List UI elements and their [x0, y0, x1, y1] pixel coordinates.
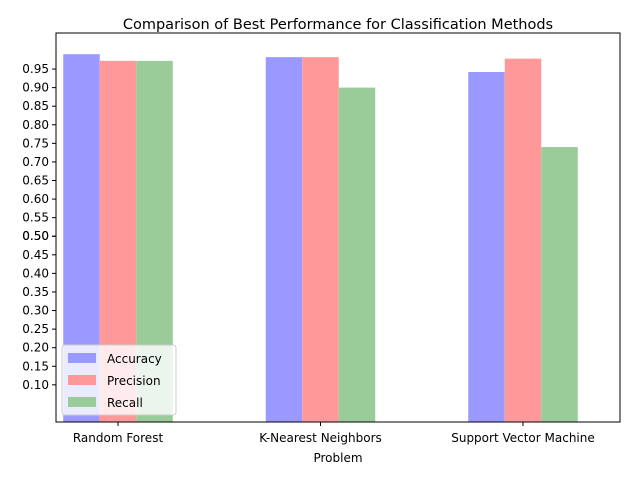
x-axis-label: Problem	[313, 451, 362, 465]
x-axis: Random Forest K-Nearest Neighbors Support …	[73, 422, 595, 445]
bar-recall-1	[338, 87, 376, 423]
y-tick-label: 0.40	[22, 266, 49, 280]
legend-label-precision: Precision	[107, 374, 161, 388]
y-tick-label: 0.20	[22, 341, 49, 355]
plot-frame	[55, 32, 621, 423]
bar-accuracy-2	[468, 72, 505, 422]
legend-swatch-precision	[68, 375, 96, 385]
y-tick-label: 0.85	[22, 99, 49, 113]
x-tick-label: Random Forest	[73, 431, 164, 445]
bar-accuracy-1	[265, 57, 303, 422]
y-tick-label: 0.50	[22, 229, 49, 243]
y-tick-label: 0.45	[22, 248, 49, 262]
bar-precision-1	[302, 57, 339, 422]
y-tick-label: 0.25	[22, 322, 49, 336]
y-tick-label: 0.70	[22, 155, 49, 169]
y-tick-label: 0.55	[22, 211, 49, 225]
y-tick-label: 0.15	[22, 359, 49, 373]
y-tick-label: 0.95	[22, 62, 49, 76]
legend-swatch-recall	[68, 397, 96, 407]
bar-precision-2	[504, 58, 542, 422]
y-tick-label: 0.75	[22, 136, 49, 150]
y-tick-label: 0.10	[22, 378, 49, 392]
y-tick-label: 0.80	[22, 118, 49, 132]
legend: Accuracy Precision Recall	[61, 344, 177, 416]
x-tick-label: Support Vector Machine	[451, 431, 595, 445]
bar-recall-2	[541, 147, 578, 423]
y-tick-label: 0.65	[22, 174, 49, 188]
x-tick-label: K-Nearest Neighbors	[259, 431, 382, 445]
y-tick-label: 0.35	[22, 285, 49, 299]
y-axis: 0.100.150.200.250.300.350.400.450.500.50…	[22, 62, 56, 392]
y-tick-label: 0.30	[22, 304, 49, 318]
legend-label-accuracy: Accuracy	[107, 352, 162, 366]
y-tick-label: 0.90	[22, 81, 49, 95]
chart-title: Comparison of Best Performance for Class…	[123, 17, 553, 33]
y-tick-label: 0.50	[22, 229, 49, 243]
legend-label-recall: Recall	[107, 396, 143, 410]
y-tick-label: 0.60	[22, 192, 49, 206]
legend-swatch-accuracy	[68, 353, 96, 363]
